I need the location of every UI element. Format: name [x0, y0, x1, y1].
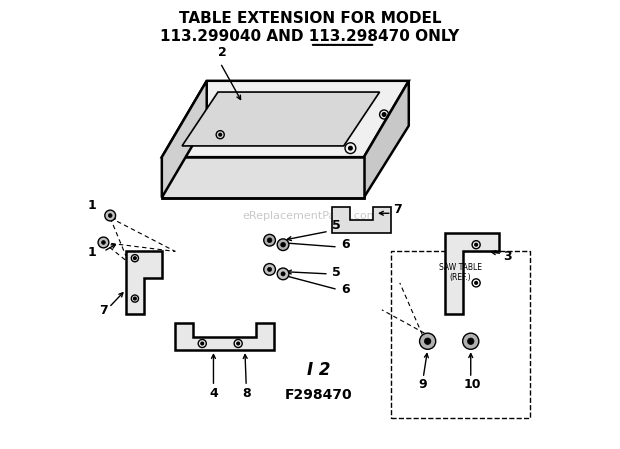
Text: 113.299040 AND 113.298470 ONLY: 113.299040 AND 113.298470 ONLY	[161, 29, 459, 44]
Circle shape	[267, 238, 272, 242]
Circle shape	[277, 268, 289, 280]
Circle shape	[133, 297, 136, 300]
Circle shape	[219, 133, 221, 136]
Circle shape	[102, 241, 105, 244]
Polygon shape	[364, 81, 409, 198]
Circle shape	[268, 267, 272, 272]
Circle shape	[467, 338, 474, 344]
Circle shape	[463, 333, 479, 349]
Text: 2: 2	[218, 46, 227, 59]
Text: 7: 7	[393, 203, 402, 216]
Text: I 2: I 2	[308, 361, 330, 379]
Polygon shape	[162, 81, 409, 157]
Circle shape	[237, 342, 239, 345]
Polygon shape	[175, 323, 274, 350]
Text: 1: 1	[88, 199, 97, 212]
Text: 4: 4	[209, 387, 218, 401]
Circle shape	[277, 239, 289, 251]
Circle shape	[420, 333, 436, 349]
Circle shape	[133, 257, 136, 260]
Circle shape	[264, 264, 275, 275]
Text: 5: 5	[332, 266, 341, 279]
Polygon shape	[332, 207, 391, 233]
Circle shape	[105, 210, 115, 221]
Text: F298470: F298470	[285, 388, 353, 402]
Circle shape	[348, 146, 352, 150]
Text: 6: 6	[342, 283, 350, 296]
Text: eReplacementParts.com: eReplacementParts.com	[242, 211, 378, 220]
Polygon shape	[162, 157, 364, 198]
Text: SAW TABLE
(REF.): SAW TABLE (REF.)	[439, 263, 482, 282]
Text: 3: 3	[503, 251, 512, 264]
Polygon shape	[182, 92, 379, 146]
Text: 6: 6	[342, 238, 350, 251]
Circle shape	[475, 282, 477, 284]
Circle shape	[383, 113, 386, 116]
Circle shape	[425, 338, 431, 344]
Text: 1: 1	[88, 246, 97, 259]
Polygon shape	[445, 233, 498, 314]
Text: 10: 10	[464, 379, 482, 392]
Circle shape	[108, 214, 112, 217]
Circle shape	[264, 234, 275, 246]
Circle shape	[281, 272, 285, 276]
Circle shape	[281, 242, 285, 247]
Circle shape	[201, 342, 203, 345]
Polygon shape	[162, 81, 206, 198]
Polygon shape	[126, 251, 162, 314]
Circle shape	[475, 243, 477, 246]
Circle shape	[98, 237, 109, 248]
Text: 7: 7	[99, 304, 108, 317]
Text: 5: 5	[332, 219, 341, 232]
Text: TABLE EXTENSION FOR MODEL: TABLE EXTENSION FOR MODEL	[179, 11, 441, 26]
Text: 9: 9	[418, 379, 427, 392]
Text: 8: 8	[242, 387, 251, 401]
